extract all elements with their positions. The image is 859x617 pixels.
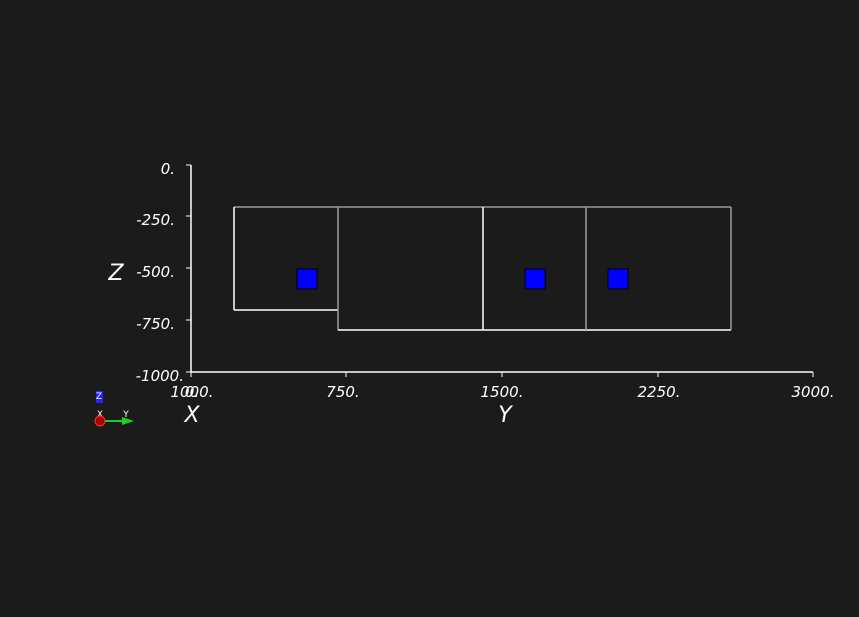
z-tick-label: -500. — [136, 263, 175, 281]
y-axis: 0. 1000. 750. 1500. 2250. 3000. X Y — [171, 371, 835, 428]
y-tick-label: 3000. — [792, 383, 835, 401]
y-tick-label: 2250. — [638, 383, 681, 401]
z-tick-label: -1000. — [136, 367, 184, 385]
orientation-widget: Z X Y — [94, 391, 134, 427]
marker — [296, 268, 318, 290]
orientation-x-label: X — [97, 410, 103, 420]
y-tick-label: 1500. — [481, 383, 524, 401]
x-tick-label: 0. — [185, 383, 199, 401]
x-tick-label: 1000. — [171, 383, 214, 401]
y-axis-title: Y — [498, 403, 513, 428]
y-axis-arrowhead — [122, 417, 134, 425]
z-axis-arrow — [96, 391, 103, 403]
y-tick-label: 750. — [326, 383, 359, 401]
z-axis-title: Z — [107, 261, 124, 286]
geometry-outlines — [233, 206, 732, 331]
z-tick-label: -750. — [136, 315, 175, 333]
marker — [607, 268, 629, 290]
orientation-z-label: Z — [96, 392, 102, 402]
marker — [524, 268, 546, 290]
z-axis: 0. -250. -500. -750. -1000. Z — [107, 160, 192, 385]
marker-layer — [296, 268, 629, 290]
x-axis-title: X — [183, 403, 200, 428]
orientation-y-label: Y — [122, 410, 129, 420]
z-tick-label: 0. — [161, 160, 175, 178]
z-tick-label: -250. — [136, 211, 175, 229]
x-axis-arrow — [94, 415, 106, 427]
